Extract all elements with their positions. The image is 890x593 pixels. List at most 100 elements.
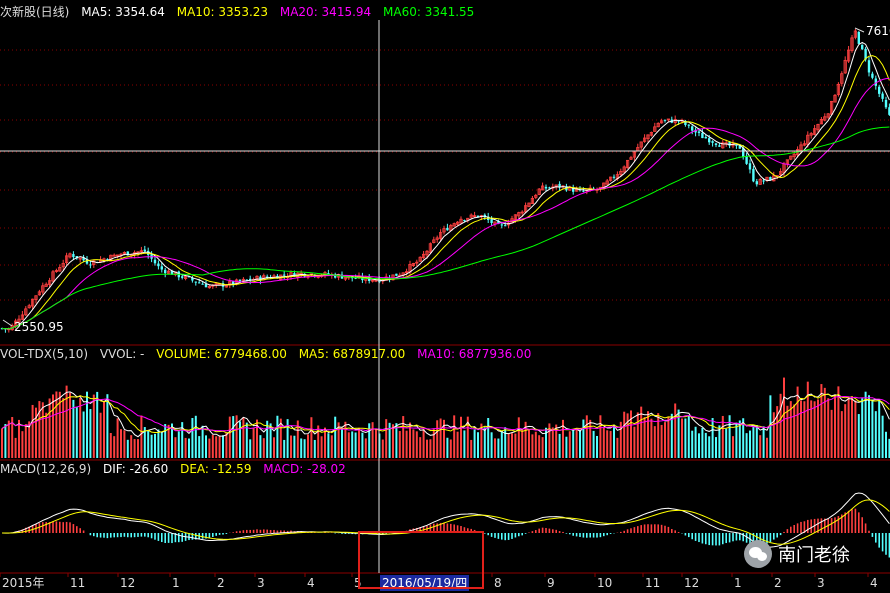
candle-body bbox=[684, 120, 687, 125]
volume-bar bbox=[803, 401, 806, 458]
candle-body bbox=[139, 250, 143, 253]
candle-body bbox=[826, 113, 830, 118]
volume-bar bbox=[330, 435, 333, 458]
volume-bar bbox=[443, 419, 445, 458]
candle-body bbox=[442, 228, 446, 233]
candle-body bbox=[816, 123, 820, 131]
candle-body bbox=[704, 137, 707, 139]
ma5-line bbox=[1, 41, 890, 330]
volume-bar bbox=[640, 406, 643, 458]
volume-bar bbox=[55, 391, 58, 458]
candle-body bbox=[452, 223, 456, 227]
x-tick-label: 2 bbox=[217, 576, 225, 590]
volume-bar bbox=[402, 416, 405, 458]
volume-bar bbox=[266, 420, 269, 458]
volume-bar bbox=[211, 434, 214, 458]
candle-body bbox=[245, 279, 248, 281]
volume-bar bbox=[7, 420, 10, 458]
low-pointer bbox=[2, 319, 13, 327]
candle-body bbox=[850, 37, 854, 51]
candle-body bbox=[469, 214, 473, 218]
volume-bar bbox=[500, 430, 503, 458]
volume-bar bbox=[286, 419, 289, 458]
volume-bar bbox=[885, 431, 887, 458]
volume-bar bbox=[674, 403, 677, 458]
volume-bar bbox=[422, 428, 425, 458]
volume-bar bbox=[215, 436, 218, 458]
volume-bar bbox=[171, 423, 173, 458]
x-tick-label: 12 bbox=[120, 576, 135, 590]
candle-body bbox=[558, 183, 561, 188]
candle-body bbox=[666, 118, 671, 121]
candle-body bbox=[72, 254, 75, 258]
volume-bar bbox=[477, 432, 479, 458]
volume-bar bbox=[181, 422, 184, 458]
candle-body bbox=[701, 132, 704, 139]
candle-body bbox=[92, 260, 96, 265]
volume-bar bbox=[28, 421, 31, 458]
volume-bar bbox=[432, 429, 435, 458]
volume-bar bbox=[126, 439, 129, 458]
volume-bar bbox=[596, 435, 598, 458]
volume-bar bbox=[738, 420, 741, 458]
volume-bar bbox=[708, 436, 711, 458]
watermark-text: 南门老徐 bbox=[778, 545, 850, 566]
volume-bar bbox=[483, 427, 486, 458]
volume-bar bbox=[279, 418, 282, 458]
volume-bar bbox=[48, 398, 51, 458]
volume-bar bbox=[92, 394, 95, 458]
volume-bar bbox=[524, 421, 527, 458]
volume-bar bbox=[147, 430, 150, 458]
volume-bar bbox=[558, 433, 561, 458]
volume-bar bbox=[511, 433, 513, 458]
candle-body bbox=[534, 194, 538, 198]
volume-bar bbox=[109, 432, 112, 458]
candle-body bbox=[639, 141, 643, 148]
candle-body bbox=[745, 155, 748, 164]
candle-body bbox=[836, 83, 841, 95]
candle-body bbox=[24, 308, 28, 316]
candle-body bbox=[881, 93, 884, 99]
candle-body bbox=[728, 141, 731, 146]
volume-bar bbox=[439, 418, 442, 458]
dif-label: DIF: -26.60 bbox=[102, 462, 169, 476]
volume-bar bbox=[11, 417, 14, 458]
volume-bar bbox=[830, 409, 833, 458]
candle-body bbox=[663, 119, 667, 121]
volume-bar bbox=[657, 413, 660, 458]
volume-bar bbox=[167, 424, 170, 458]
volume-bar bbox=[245, 422, 248, 458]
candle-body bbox=[541, 185, 545, 191]
candle-body bbox=[738, 144, 741, 149]
volume-bar bbox=[313, 439, 316, 458]
volume-bar bbox=[262, 438, 265, 458]
volume-bar bbox=[589, 419, 592, 458]
volume-bar bbox=[592, 430, 595, 458]
moving-average-lines bbox=[1, 41, 890, 330]
candle-body bbox=[404, 271, 409, 274]
volume-bar bbox=[276, 415, 279, 458]
volume-bar bbox=[789, 401, 792, 458]
vvol-label: VVOL: - bbox=[99, 347, 145, 361]
x-tick-label: 2 bbox=[774, 576, 782, 590]
volume-bar bbox=[728, 415, 731, 458]
volume-bar bbox=[154, 433, 156, 458]
x-tick-label: 1 bbox=[172, 576, 180, 590]
x-tick-label: 10 bbox=[597, 576, 612, 590]
volume-bar bbox=[664, 422, 666, 458]
volume-bar bbox=[174, 437, 177, 458]
volume-bar bbox=[205, 435, 207, 458]
volume-bar bbox=[140, 415, 143, 458]
candle-body bbox=[779, 171, 783, 176]
volume-bar bbox=[228, 416, 231, 458]
candle-body bbox=[435, 237, 439, 240]
candle-body bbox=[605, 180, 609, 185]
volume-bar bbox=[667, 416, 670, 458]
ma60-line bbox=[1, 126, 890, 330]
volume-bar bbox=[749, 430, 751, 458]
candle-body bbox=[82, 257, 85, 261]
volume-bar bbox=[711, 418, 714, 458]
candle-body bbox=[799, 144, 803, 151]
volume-bar bbox=[395, 423, 398, 458]
volume-bar bbox=[235, 415, 238, 458]
